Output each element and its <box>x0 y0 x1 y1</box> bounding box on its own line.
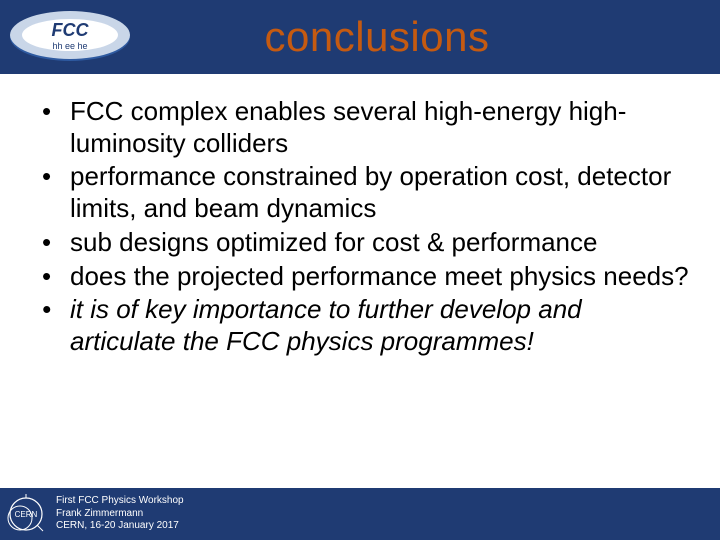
logo-bottom-text: hh ee he <box>52 41 87 51</box>
footer-line-1: First FCC Physics Workshop <box>56 495 184 508</box>
bullet-item: sub designs optimized for cost & perform… <box>30 227 690 259</box>
slide-title: conclusions <box>134 13 720 61</box>
logo-top-text: FCC <box>52 20 90 40</box>
fcc-logo-icon: FCC hh ee he <box>6 9 134 65</box>
svg-text:CERN: CERN <box>15 510 38 519</box>
footer-line-2: Frank Zimmermann <box>56 508 184 521</box>
bullet-item: performance constrained by operation cos… <box>30 161 690 224</box>
bullet-item: it is of key importance to further devel… <box>30 294 690 357</box>
cern-logo-icon: CERN <box>6 494 46 534</box>
bullet-item: FCC complex enables several high-energy … <box>30 96 690 159</box>
footer-text: First FCC Physics Workshop Frank Zimmerm… <box>56 495 184 533</box>
bullet-item: does the projected performance meet phys… <box>30 261 690 293</box>
header-bar: FCC hh ee he conclusions <box>0 0 720 74</box>
slide: FCC hh ee he conclusions FCC complex ena… <box>0 0 720 540</box>
bullet-list: FCC complex enables several high-energy … <box>30 96 690 358</box>
content-area: FCC complex enables several high-energy … <box>0 74 720 358</box>
footer-line-3: CERN, 16-20 January 2017 <box>56 520 184 533</box>
footer-bar: CERN First FCC Physics Workshop Frank Zi… <box>0 488 720 540</box>
